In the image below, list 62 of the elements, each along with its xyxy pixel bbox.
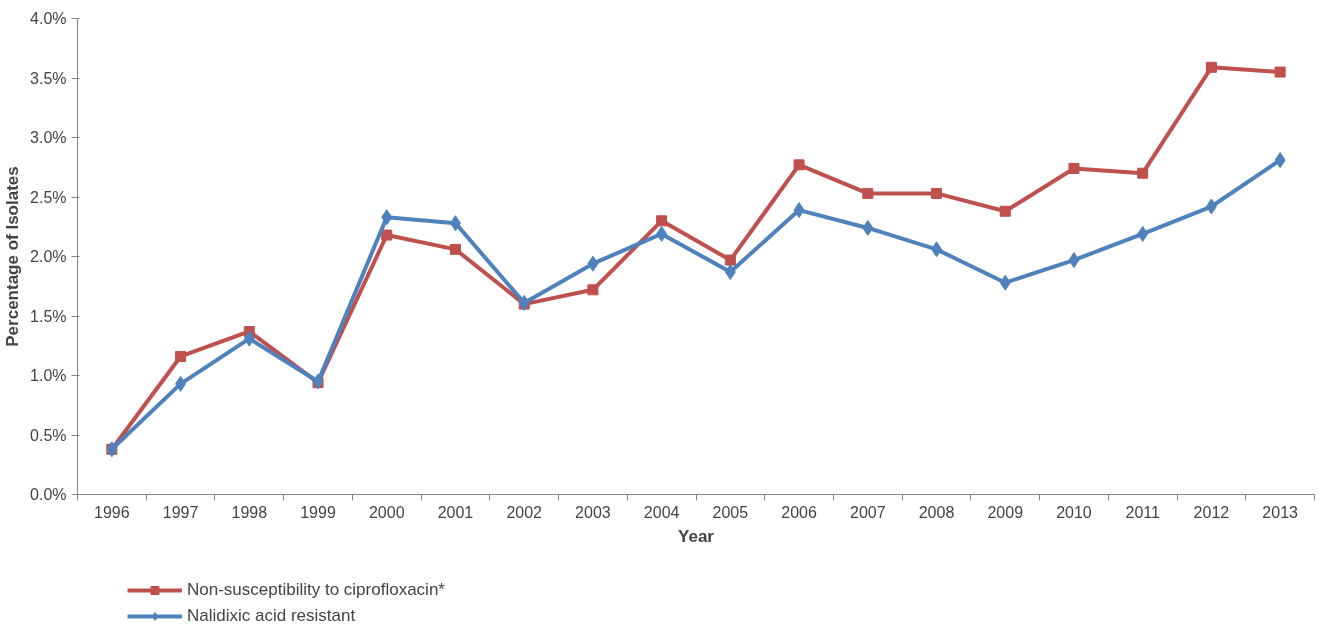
y-tick-label: 2.5% [30,188,67,206]
point [999,274,1011,291]
y-tick-label: 0.5% [30,426,67,444]
point [1068,252,1080,269]
x-tick-label: 2004 [643,503,680,521]
point [931,187,943,199]
y-axis-title: Percentage of Isolates [3,166,23,347]
x-tick-label: 1999 [300,503,336,521]
point [381,229,393,241]
x-tick-label: 1996 [94,503,130,521]
y-tick-label: 4.0% [30,10,67,27]
x-tick-label: 2013 [1262,503,1299,521]
x-tick-label: 2011 [1125,503,1160,521]
x-tick-label: 2012 [1193,503,1230,521]
point [1137,225,1149,242]
x-tick-label: 2002 [506,503,543,521]
point [587,284,599,296]
x-tick-label: 2000 [368,503,405,521]
x-tick-label: 2001 [437,503,474,521]
point [793,202,805,219]
point [999,205,1011,217]
point [656,215,668,227]
point [518,294,530,311]
x-tick-label: 2003 [575,503,611,521]
point [656,225,668,242]
y-tick-label: 1.5% [30,307,67,325]
point [175,350,187,362]
point [724,254,736,266]
point [1274,152,1286,169]
point [931,241,943,258]
point [793,159,805,171]
y-tick-label: 1.0% [30,367,67,384]
y-tick-label: 2.0% [30,248,67,265]
legend-label: Nalidixic acid resistant [187,606,356,626]
x-tick-label: 2007 [850,503,886,521]
point [724,263,736,280]
x-tick-label: 1998 [231,503,268,521]
point [312,373,324,390]
x-tick-label: 1997 [162,503,199,521]
point [1068,162,1080,174]
point [862,187,874,199]
x-tick-label: 2008 [918,503,955,521]
point [243,330,255,347]
x-tick-label: 2006 [781,503,817,521]
y-tick-label: 3.5% [30,69,67,87]
x-tick-label: 2010 [1056,503,1092,521]
point [449,243,461,255]
point [1205,61,1217,73]
x-axis-title: Year [678,526,715,546]
y-tick-label: 3.0% [30,129,67,146]
y-tick-label: 0.0% [30,486,67,503]
x-tick-label: 2005 [712,503,749,521]
x-tick-label: 2009 [987,503,1024,521]
legend-label: Non-susceptibility to ciprofloxacin* [187,580,445,600]
point [449,215,461,232]
point [1205,198,1217,215]
point [1137,167,1149,179]
point [1274,66,1286,78]
point [587,255,599,272]
point [381,209,393,226]
point [175,375,187,392]
point [862,219,874,236]
